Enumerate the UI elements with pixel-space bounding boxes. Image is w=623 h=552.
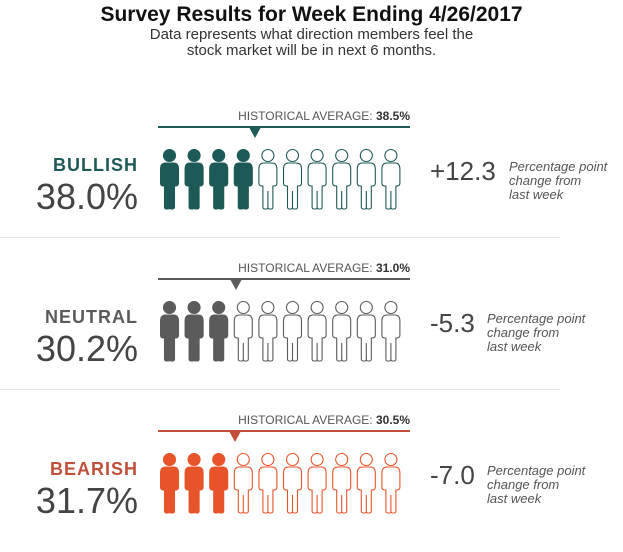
bearish-person-icon-empty	[258, 453, 278, 514]
bullish-person-icon-filled	[233, 149, 253, 210]
bullish-person-icon-empty	[332, 149, 352, 210]
neutral-person-icon-empty	[282, 301, 303, 362]
bearish-person-icon-filled	[209, 453, 229, 514]
note-line-2: change from	[509, 173, 582, 188]
neutral-section: HISTORICAL AVERAGE: 31.0% NEUTRAL 30.2% …	[0, 250, 623, 400]
bullish-percent: 38.0%	[35, 176, 138, 217]
bullish-person-icon-empty	[282, 149, 303, 210]
neutral-average-line	[158, 278, 410, 280]
bearish-change: -7.0	[430, 460, 475, 490]
bullish-person-icon-empty	[381, 149, 401, 210]
bearish-average-marker	[228, 431, 241, 442]
neutral-change: -5.3	[430, 308, 475, 338]
note-line-1: Percentage point	[487, 311, 586, 326]
bullish-person-icon-filled	[209, 149, 229, 210]
bearish-person-icon-empty	[356, 453, 376, 514]
bearish-person-icon-empty	[307, 453, 327, 514]
neutral-person-icon-filled	[209, 301, 229, 362]
neutral-historical-average: HISTORICAL AVERAGE: 31.0%	[160, 261, 410, 275]
bullish-change-note: Percentage point change from last week	[509, 160, 621, 202]
note-line-1: Percentage point	[509, 159, 608, 174]
note-line-2: change from	[487, 477, 560, 492]
bullish-average-line	[158, 126, 410, 128]
bearish-percent: 31.7%	[35, 480, 138, 521]
neutral-person-icon-filled	[184, 301, 204, 362]
bullish-label: BULLISH	[53, 155, 138, 175]
note-line-3: last week	[509, 187, 564, 202]
neutral-percent: 30.2%	[35, 328, 138, 369]
bearish-section: HISTORICAL AVERAGE: 30.5% BEARISH 31.7% …	[0, 402, 623, 552]
chart-title: Survey Results for Week Ending 4/26/2017	[100, 3, 523, 26]
subtitle-line-1: Data represents what direction members f…	[149, 26, 474, 43]
section-divider	[0, 237, 560, 238]
bullish-person-icon-filled	[160, 149, 180, 210]
bearish-person-icon-empty	[381, 453, 401, 514]
bullish-section: HISTORICAL AVERAGE: 38.5% BULLISH 38.0% …	[0, 98, 623, 248]
note-line-3: last week	[487, 339, 542, 354]
bullish-change: +12.3	[430, 156, 496, 186]
neutral-person-icon-empty	[332, 301, 352, 362]
bearish-historical-average: HISTORICAL AVERAGE: 30.5%	[160, 413, 410, 427]
bullish-historical-label: HISTORICAL AVERAGE:	[238, 109, 373, 123]
bearish-person-icon-empty	[282, 453, 303, 514]
bearish-label: BEARISH	[49, 459, 138, 479]
bearish-person-icon-filled	[160, 453, 180, 514]
neutral-historical-value: 31.0%	[375, 261, 410, 275]
note-line-2: change from	[487, 325, 560, 340]
bullish-person-icon-empty	[356, 149, 376, 210]
bullish-historical-value: 38.5%	[375, 109, 410, 123]
bullish-average-marker-triangle	[249, 127, 262, 138]
bullish-person-icon-empty	[258, 149, 278, 210]
bearish-person-icon-empty	[332, 453, 352, 514]
bullish-person-icon-empty	[307, 149, 327, 210]
neutral-person-icon-empty	[307, 301, 327, 362]
neutral-label: NEUTRAL	[45, 307, 138, 327]
bearish-pictograph	[160, 453, 401, 514]
chart-subtitle: Data represents what direction members f…	[0, 27, 623, 59]
bearish-historical-label: HISTORICAL AVERAGE:	[238, 413, 373, 427]
bearish-historical-value: 30.5%	[375, 413, 410, 427]
bullish-pictograph	[160, 149, 401, 210]
neutral-pictograph	[160, 301, 401, 362]
bearish-average-marker-triangle	[228, 431, 241, 442]
bullish-average-marker	[249, 127, 262, 138]
note-line-1: Percentage point	[487, 463, 586, 478]
bearish-person-icon-filled	[184, 453, 204, 514]
neutral-average-marker-triangle	[230, 279, 243, 290]
bearish-average-line	[158, 430, 410, 432]
subtitle-line-2: stock market will be in next 6 months.	[186, 42, 437, 59]
neutral-person-icon-empty	[258, 301, 278, 362]
bearish-change-note: Percentage point change from last week	[487, 464, 599, 506]
neutral-person-icon-empty	[381, 301, 401, 362]
section-divider	[0, 389, 560, 390]
neutral-person-icon-empty	[356, 301, 376, 362]
bullish-person-icon-filled	[184, 149, 204, 210]
neutral-historical-label: HISTORICAL AVERAGE:	[238, 261, 373, 275]
neutral-person-icon-empty	[233, 301, 253, 362]
neutral-change-note: Percentage point change from last week	[487, 312, 599, 354]
bearish-person-icon-empty	[233, 453, 253, 514]
neutral-person-icon-filled	[160, 301, 180, 362]
note-line-3: last week	[487, 491, 542, 506]
bullish-historical-average: HISTORICAL AVERAGE: 38.5%	[160, 109, 410, 123]
neutral-average-marker	[230, 279, 243, 290]
